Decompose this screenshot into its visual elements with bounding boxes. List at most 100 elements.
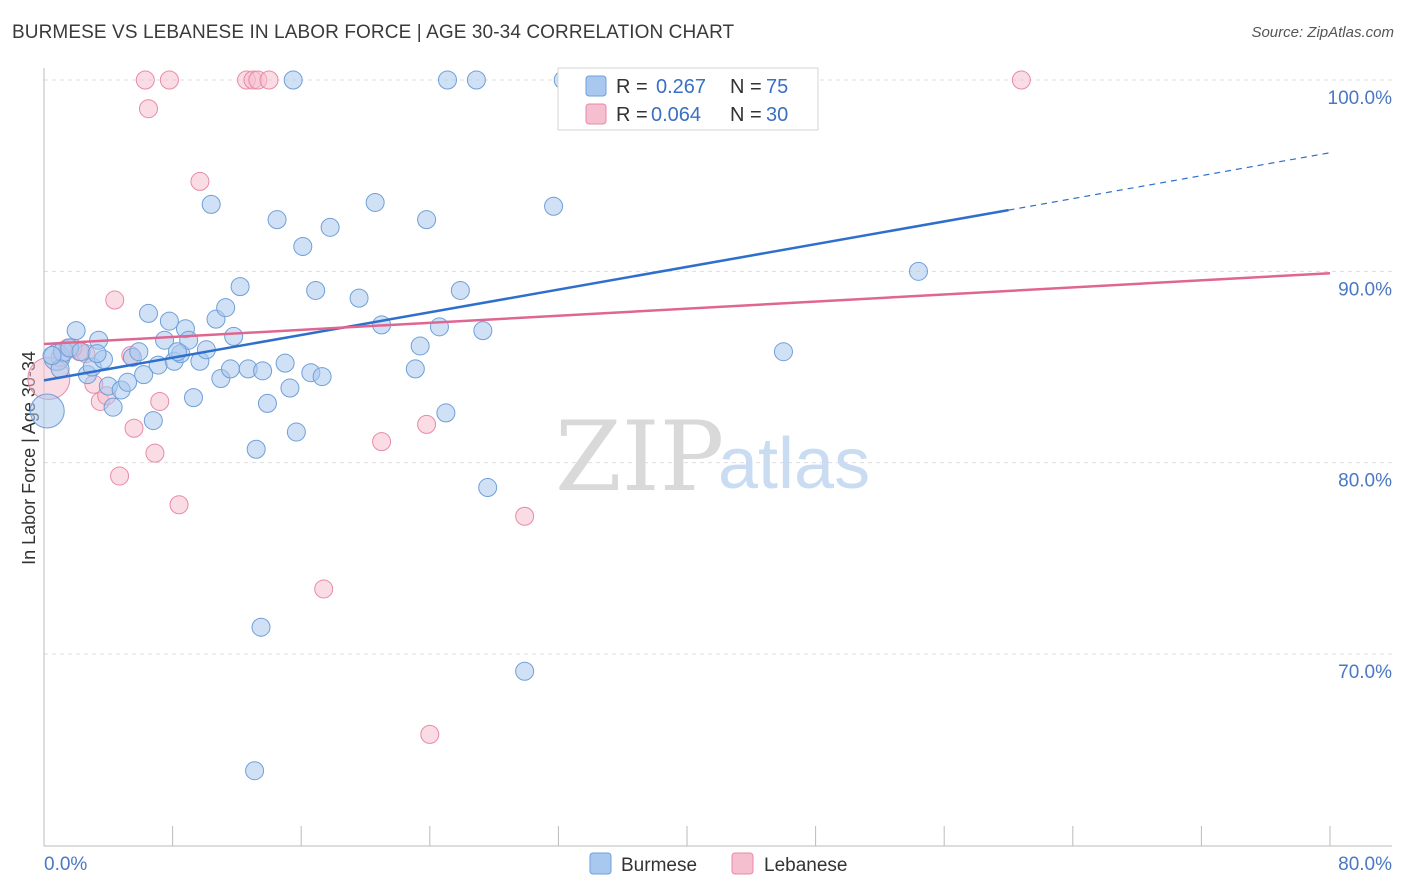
bottom-legend-label-burmese: Burmese	[621, 855, 697, 876]
burmese-point	[129, 342, 149, 362]
lebanese-point	[190, 171, 210, 191]
burmese-point	[450, 280, 470, 300]
bottom-legend-label-lebanese: Lebanese	[764, 855, 847, 876]
bottom-legend-swatch-lebanese	[731, 852, 754, 875]
burmese-point	[405, 359, 425, 379]
burmese-point	[280, 378, 300, 398]
burmese-point	[253, 361, 273, 381]
bottom-legend-swatch-burmese	[589, 852, 612, 875]
burmese-point	[478, 478, 498, 498]
legend-n-value-burmese: 75	[766, 76, 788, 98]
lebanese-point	[105, 290, 125, 310]
burmese-point	[29, 393, 65, 429]
burmese-point	[220, 359, 240, 379]
legend-r-label-lebanese: R =	[616, 104, 648, 126]
burmese-point	[251, 617, 271, 637]
lebanese-points	[27, 70, 1031, 744]
burmese-trend-line	[43, 208, 1009, 382]
burmese-point	[267, 210, 287, 230]
burmese-point	[138, 303, 158, 323]
burmese-trend-extension	[1008, 152, 1331, 211]
burmese-point	[134, 365, 154, 385]
burmese-point	[103, 397, 123, 417]
burmese-points	[29, 70, 928, 781]
burmese-point	[42, 346, 62, 366]
burmese-point	[283, 70, 303, 90]
lebanese-trend-line	[43, 271, 1331, 346]
watermark-zip: ZIP	[555, 401, 724, 513]
lebanese-point	[259, 70, 279, 90]
burmese-point	[515, 661, 535, 681]
bottom-legend: Burmese Lebanese	[589, 852, 847, 876]
legend-r-value-lebanese: 0.064	[651, 104, 701, 126]
burmese-point	[286, 422, 306, 442]
burmese-point	[466, 70, 486, 90]
lebanese-point	[314, 579, 334, 599]
lebanese-point	[169, 495, 189, 515]
trend-lines	[43, 152, 1331, 382]
lebanese-point	[150, 391, 170, 411]
source-label: Source: ZipAtlas.com	[1251, 24, 1394, 41]
lebanese-point	[145, 443, 165, 463]
x-tick-label: 80.0%	[1338, 854, 1392, 875]
legend-swatch-burmese	[585, 75, 607, 97]
burmese-point	[320, 217, 340, 237]
watermark-atlas: atlas	[718, 424, 870, 504]
burmese-point	[159, 311, 179, 331]
lebanese-point	[420, 724, 440, 744]
burmese-point	[306, 280, 326, 300]
burmese-point	[246, 439, 266, 459]
legend-r-label-burmese: R =	[616, 76, 648, 98]
lebanese-point	[1011, 70, 1031, 90]
burmese-point	[216, 298, 236, 318]
lebanese-point	[138, 99, 158, 119]
burmese-point	[349, 288, 369, 308]
burmese-point	[183, 388, 203, 408]
burmese-point	[436, 403, 456, 423]
lebanese-point	[124, 418, 144, 438]
legend-box: R = 0.267 N = 75 R = 0.064 N = 30	[557, 67, 819, 131]
legend-swatch-lebanese	[585, 103, 607, 125]
burmese-point	[473, 321, 493, 341]
burmese-point	[312, 367, 332, 387]
lebanese-point	[110, 466, 130, 486]
burmese-point	[365, 192, 385, 212]
burmese-point	[143, 411, 163, 431]
lebanese-point	[372, 432, 392, 452]
y-tick-label: 90.0%	[1338, 279, 1392, 300]
burmese-point	[257, 393, 277, 413]
axes	[43, 68, 1392, 847]
y-tick-label: 80.0%	[1338, 471, 1392, 492]
burmese-point	[118, 372, 138, 392]
burmese-point	[71, 342, 91, 362]
burmese-point	[224, 326, 244, 346]
lebanese-point	[417, 414, 437, 434]
lebanese-point	[135, 70, 155, 90]
y-tick-labels: 70.0% 80.0% 90.0% 100.0%	[1328, 88, 1393, 683]
burmese-point	[773, 342, 793, 362]
chart-title: BURMESE VS LEBANESE IN LABOR FORCE | AGE…	[12, 22, 735, 43]
burmese-point	[87, 344, 107, 364]
watermark: ZIP atlas	[555, 401, 870, 513]
legend-n-label-burmese: N =	[730, 76, 762, 98]
burmese-point	[66, 321, 86, 341]
burmese-point	[155, 330, 175, 350]
legend-r-value-burmese: 0.267	[656, 76, 706, 98]
burmese-point	[417, 210, 437, 230]
x-tick-labels: 0.0% 80.0%	[44, 854, 1392, 875]
burmese-point	[410, 336, 430, 356]
burmese-point	[293, 236, 313, 256]
burmese-point	[437, 70, 457, 90]
lebanese-point	[515, 506, 535, 526]
burmese-point	[275, 353, 295, 373]
y-tick-label: 100.0%	[1328, 88, 1393, 109]
lebanese-point	[159, 70, 179, 90]
burmese-point	[908, 261, 928, 281]
x-tick-label: 0.0%	[44, 854, 87, 875]
legend-n-value-lebanese: 30	[766, 104, 788, 126]
burmese-point	[245, 761, 265, 781]
burmese-point	[201, 194, 221, 214]
burmese-point	[544, 196, 564, 216]
legend-n-label-lebanese: N =	[730, 104, 762, 126]
